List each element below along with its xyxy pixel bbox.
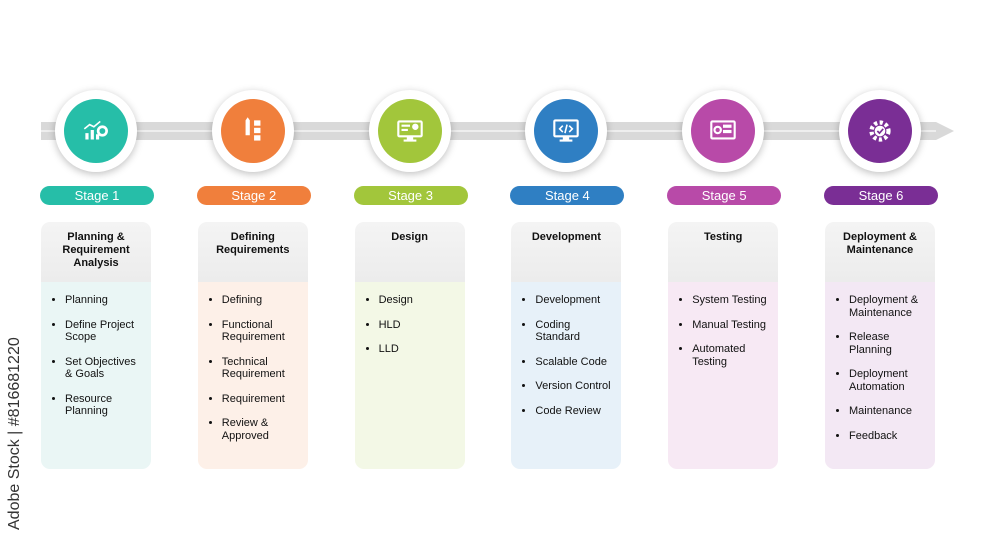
testing-screen-icon [691,99,756,163]
stage-item: Release Planning [849,331,929,356]
stage-title: Defining Requirements [197,222,308,282]
stage-item: Manual Testing [692,319,772,332]
stage-item: Design [379,294,459,307]
stage-item: Scalable Code [535,356,615,369]
stage-item: Planning [65,294,145,307]
stage-item: Version Control [535,380,615,393]
stage-card: Deployment & Maintenance Deployment & Ma… [825,222,935,469]
stage-label: Stage 1 [40,186,154,205]
stage-card: Design Design HLD LLD [354,222,465,469]
stage-icon-ring [368,90,451,172]
stage-card: Development Development Coding Standard Sc… [511,222,622,469]
stage-item: System Testing [692,294,772,307]
stage-icon-ring [682,90,765,172]
pencil-checklist-icon [220,99,285,163]
stage-icon-ring [55,90,137,172]
stage-label: Stage 6 [824,186,938,205]
stage-title: Planning & Requirement Analysis [41,222,151,282]
stage-icon-ring [839,90,921,172]
stage-item: Coding Standard [535,319,615,344]
gear-check-icon [848,99,912,163]
stage-item: Resource Planning [65,393,145,418]
stage-title: Deployment & Maintenance [825,222,935,282]
stage-item: HLD [379,319,459,332]
design-monitor-icon [377,99,442,163]
stage-item: Code Review [535,405,615,418]
code-monitor-icon [534,99,599,163]
chart-gear-icon [64,99,128,163]
stage-label: Stage 3 [353,186,468,205]
stage-title: Design [354,222,465,282]
stage-label: Stage 2 [196,186,311,205]
stage-item: LLD [379,343,459,356]
stage-item: Automated Testing [692,343,772,368]
stage-icon-ring [211,90,294,172]
stage-item: Development [535,294,615,307]
stage-icon-ring [525,90,608,172]
stage-item: Review & Approved [222,417,302,442]
stage-item: Functional Requirement [222,319,302,344]
stage-item: Set Objectives & Goals [65,356,145,381]
arrowhead [936,122,954,140]
stage-item: Requirement [222,393,302,406]
stage-item: Technical Requirement [222,356,302,381]
stage-title: Development [511,222,622,282]
stage-card: Defining Requirements Defining Functional… [197,222,308,469]
stage-item: Define Project Scope [65,319,145,344]
timeline-arrow [41,122,936,140]
stage-item: Defining [222,294,302,307]
stage-item: Feedback [849,430,929,443]
stage-label: Stage 4 [510,186,625,205]
stage-title: Testing [668,222,779,282]
stage-item: Maintenance [849,405,929,418]
watermark: Adobe Stock | #816681220 [6,337,23,530]
stage-item: Deployment & Maintenance [849,294,929,319]
stage-item: Deployment Automation [849,368,929,393]
stage-card: Planning & Requirement Analysis Planning… [41,222,151,469]
stage-label: Stage 5 [667,186,782,205]
stage-card: Testing System Testing Manual Testing Auto… [668,222,779,469]
